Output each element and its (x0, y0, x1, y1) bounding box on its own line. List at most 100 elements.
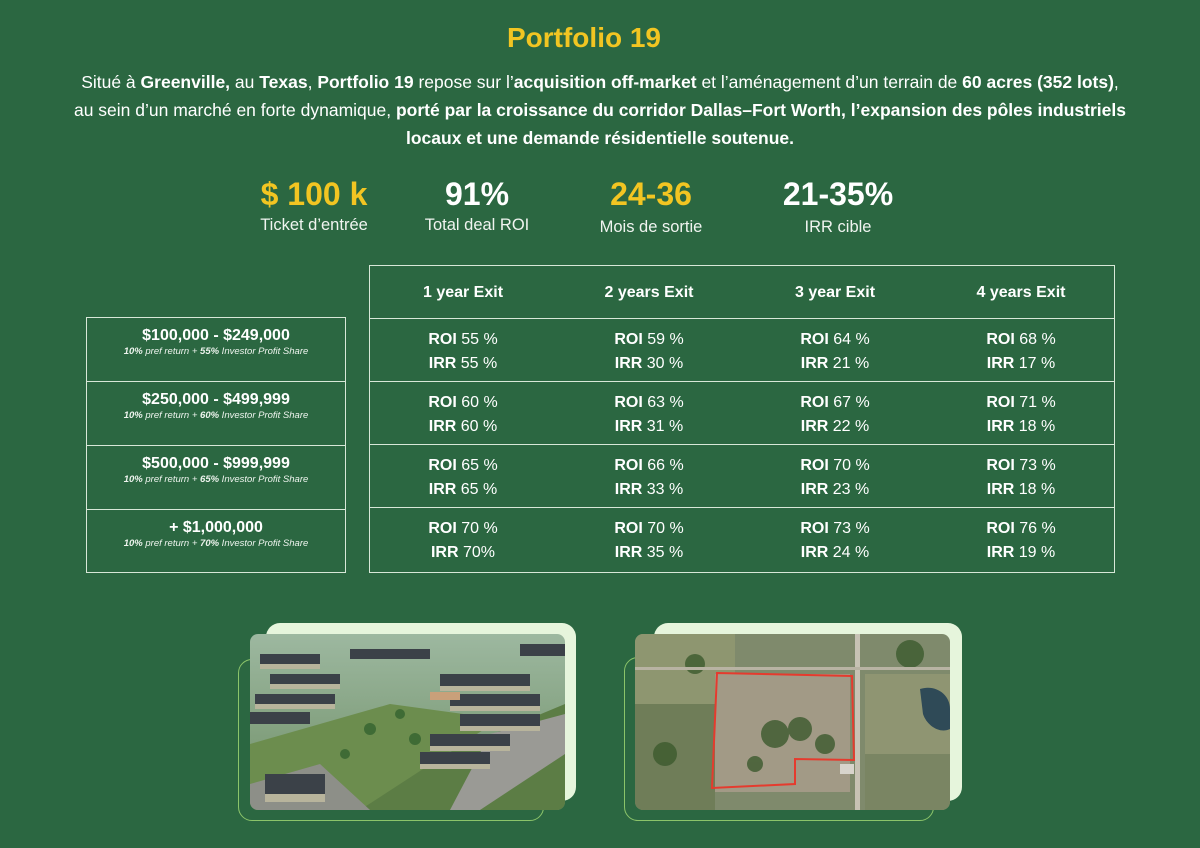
irr-value: 18 % (1014, 481, 1056, 498)
tier-share: 55% (200, 346, 220, 357)
irr-value: 30 % (642, 355, 684, 372)
tier-pref: 10% (123, 410, 143, 421)
tier-range: $500,000 - $999,999 (142, 455, 290, 472)
kpi-value: $ 100 k (260, 176, 368, 212)
kpi-label: Ticket d’entrée (260, 216, 368, 234)
tier-note-text: pref return + (142, 346, 201, 357)
roi-label: ROI (986, 520, 1015, 537)
irr-line: IRR 70% (370, 541, 556, 565)
table-cell: ROI 66 % IRR 33 % (556, 445, 742, 507)
table-cell: ROI 63 % IRR 31 % (556, 382, 742, 444)
tier-range: $100,000 - $249,000 (142, 327, 290, 344)
roi-line: ROI 73 % (928, 454, 1114, 478)
irr-value: 19 % (1014, 544, 1056, 561)
intro-text: et l’aménagement d’un terrain de (696, 72, 963, 92)
tier-range: + $1,000,000 (169, 519, 263, 536)
irr-label: IRR (800, 418, 829, 435)
irr-value: 31 % (642, 418, 684, 435)
irr-line: IRR 33 % (556, 478, 742, 502)
irr-line: IRR 35 % (556, 541, 742, 565)
irr-value: 70% (458, 544, 496, 561)
roi-value: 73 % (828, 520, 870, 537)
table-row: ROI 55 % IRR 55 % ROI 59 % IRR 30 % ROI 64… (370, 319, 1114, 382)
table-cell: ROI 68 % IRR 17 % (928, 319, 1114, 381)
irr-label: IRR (986, 418, 1015, 435)
roi-line: ROI 59 % (556, 328, 742, 352)
intro-text: , au sein d’un marché en forte dynamique… (73, 72, 1119, 120)
irr-value: 24 % (828, 544, 870, 561)
roi-value: 70 % (642, 520, 684, 537)
irr-label: IRR (430, 544, 459, 561)
roi-value: 67 % (828, 394, 870, 411)
aerial-land-parcel-image (635, 634, 950, 810)
irr-line: IRR 21 % (742, 352, 928, 376)
irr-value: 35 % (642, 544, 684, 561)
table-cell: ROI 64 % IRR 21 % (742, 319, 928, 381)
intro-text: , (307, 72, 318, 92)
irr-label: IRR (986, 544, 1015, 561)
roi-line: ROI 70 % (556, 517, 742, 541)
table-cell: ROI 65 % IRR 65 % (370, 445, 556, 507)
tier-pref: 10% (123, 538, 143, 549)
tier-pref: 10% (123, 474, 143, 485)
tier-note: 10% pref return + 55% Investor Profit Sh… (87, 346, 345, 357)
irr-value: 22 % (828, 418, 870, 435)
roi-value: 63 % (642, 394, 684, 411)
tier-share: 60% (200, 410, 220, 421)
tier-note-text: Investor Profit Share (219, 346, 309, 357)
kpi-total-roi: 91% Total deal ROI (407, 174, 547, 235)
table-cell: ROI 67 % IRR 22 % (742, 382, 928, 444)
tier-row: + $1,000,000 10% pref return + 70% Inves… (87, 510, 345, 572)
roi-label: ROI (800, 457, 829, 474)
roi-value: 60 % (456, 394, 498, 411)
roi-label: ROI (614, 520, 643, 537)
table-header-cell: 4 years Exit (976, 284, 1066, 301)
irr-label: IRR (614, 544, 643, 561)
irr-line: IRR 65 % (370, 478, 556, 502)
subdivision-rendering-image (250, 634, 565, 810)
table-header-cell: 1 year Exit (422, 284, 504, 301)
irr-line: IRR 19 % (928, 541, 1114, 565)
kpi-entry-ticket: $ 100 k Ticket d’entrée (244, 174, 384, 235)
roi-line: ROI 64 % (742, 328, 928, 352)
intro-bold: acquisition off-market (513, 72, 697, 92)
tier-row: $100,000 - $249,000 10% pref return + 55… (87, 318, 345, 382)
tier-note-text: Investor Profit Share (219, 410, 309, 421)
tier-note-text: Investor Profit Share (219, 474, 309, 485)
roi-label: ROI (614, 394, 643, 411)
irr-line: IRR 18 % (928, 478, 1114, 502)
irr-label: IRR (428, 355, 457, 372)
roi-label: ROI (428, 520, 457, 537)
subdivision-rendering-icon (250, 634, 565, 810)
tier-share: 65% (200, 474, 220, 485)
table-cell: ROI 60 % IRR 60 % (370, 382, 556, 444)
intro-paragraph: Situé à Greenville, au Texas, Portfolio … (70, 68, 1130, 152)
irr-line: IRR 18 % (928, 415, 1114, 439)
irr-label: IRR (800, 544, 829, 561)
table-cell: ROI 70 % IRR 70% (370, 508, 556, 571)
roi-label: ROI (800, 331, 829, 348)
irr-value: 18 % (1014, 418, 1056, 435)
roi-label: ROI (800, 394, 829, 411)
roi-value: 73 % (1014, 457, 1056, 474)
roi-line: ROI 60 % (370, 391, 556, 415)
roi-label: ROI (428, 394, 457, 411)
roi-label: ROI (428, 457, 457, 474)
roi-value: 70 % (828, 457, 870, 474)
table-row: ROI 70 % IRR 70% ROI 70 % IRR 35 % ROI 73 … (370, 508, 1114, 571)
irr-line: IRR 30 % (556, 352, 742, 376)
kpi-exit-months: 24-36 Mois de sortie (577, 174, 725, 237)
irr-line: IRR 60 % (370, 415, 556, 439)
irr-value: 33 % (642, 481, 684, 498)
roi-line: ROI 71 % (928, 391, 1114, 415)
tier-note: 10% pref return + 60% Investor Profit Sh… (87, 410, 345, 421)
irr-line: IRR 23 % (742, 478, 928, 502)
kpi-value: 24-36 (610, 176, 692, 212)
irr-line: IRR 17 % (928, 352, 1114, 376)
roi-label: ROI (614, 331, 643, 348)
investment-tiers: $100,000 - $249,000 10% pref return + 55… (86, 317, 346, 573)
table-cell: ROI 76 % IRR 19 % (928, 508, 1114, 571)
irr-label: IRR (614, 481, 643, 498)
kpi-label: Total deal ROI (424, 216, 530, 234)
irr-label: IRR (614, 418, 643, 435)
